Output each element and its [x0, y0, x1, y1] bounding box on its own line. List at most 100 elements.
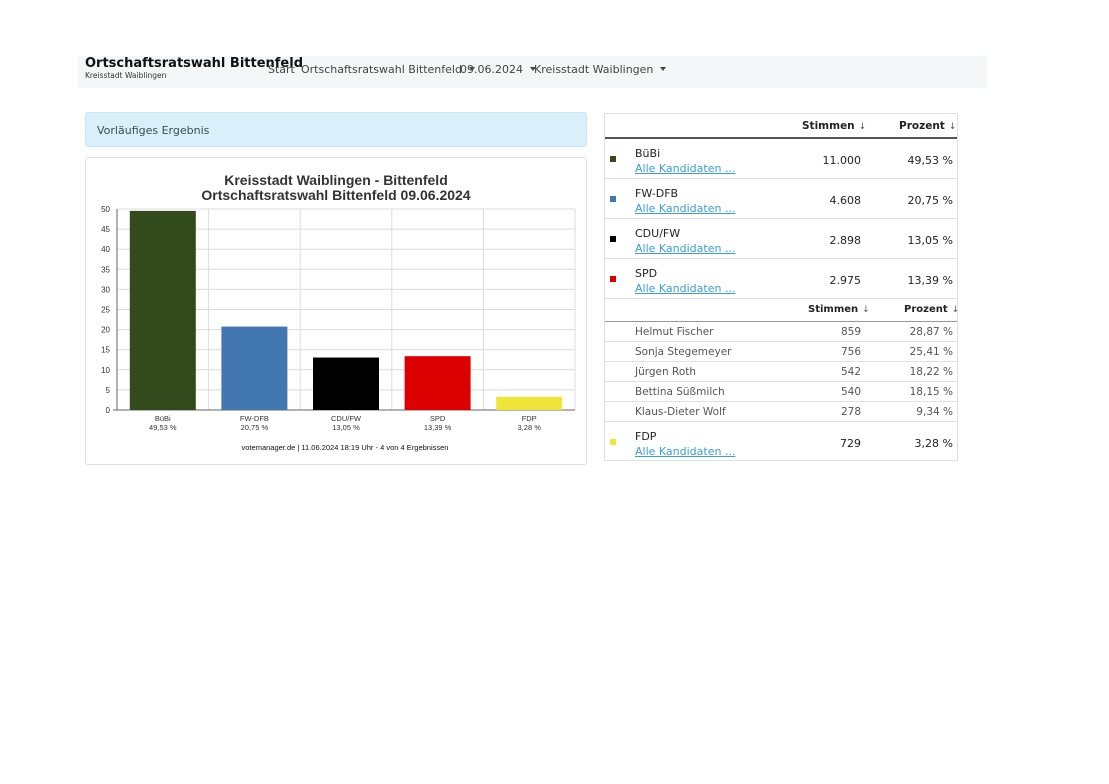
candidate-percent: 9,34 % — [916, 406, 953, 418]
sort-arrow-icon: ↓ — [862, 305, 870, 315]
chart-footer: votemanager.de | 11.06.2024 18:19 Uhr - … — [242, 443, 449, 452]
y-tick-label: 0 — [106, 406, 111, 415]
row-divider — [605, 361, 957, 362]
percent-header-label: Prozent — [899, 120, 945, 132]
party-votes: 2.975 — [829, 274, 862, 287]
candidate-votes-header[interactable]: Stimmen ↓ — [808, 304, 870, 315]
party-name: SPD — [635, 267, 658, 280]
x-tick-percent-label: 13,05 % — [332, 423, 360, 432]
all-candidates-link[interactable]: Alle Kandidaten ... — [635, 202, 736, 215]
chart-subtitle: Ortschaftsratswahl Bittenfeld 09.06.2024 — [201, 187, 470, 203]
nav-election-dropdown[interactable]: Ortschaftsratswahl Bittenfeld — [301, 63, 475, 76]
chart-title: Kreisstadt Waiblingen - Bittenfeld — [224, 172, 448, 188]
row-divider — [605, 258, 957, 259]
candidate-votes-header-label: Stimmen — [808, 304, 859, 315]
row-divider — [605, 218, 957, 219]
nav-date-dropdown[interactable]: 09.06.2024 — [460, 63, 536, 76]
party-percent: 49,53 % — [907, 154, 953, 167]
party-percent: 20,75 % — [907, 194, 953, 207]
caret-down-icon — [660, 67, 667, 71]
nav-start-label: Start — [268, 63, 295, 76]
candidate-votes: 540 — [840, 386, 861, 398]
candidate-header-divider — [605, 321, 957, 322]
nav-region-dropdown[interactable]: Kreisstadt Waiblingen — [534, 63, 667, 76]
party-color-swatch — [610, 156, 616, 162]
nav-region-label: Kreisstadt Waiblingen — [534, 63, 654, 76]
y-tick-label: 35 — [101, 265, 110, 274]
brand-subtitle: Kreisstadt Waiblingen — [85, 71, 167, 80]
all-candidates-link[interactable]: Alle Kandidaten ... — [635, 242, 736, 255]
party-percent: 13,39 % — [907, 274, 953, 287]
y-tick-label: 50 — [101, 205, 110, 214]
party-name: BüBi — [635, 147, 661, 160]
y-tick-label: 40 — [101, 245, 110, 254]
row-divider — [605, 381, 957, 382]
caret-down-icon — [468, 67, 475, 71]
candidate-votes: 756 — [840, 346, 861, 358]
party-name: FDP — [635, 430, 657, 443]
bar-chart: Kreisstadt Waiblingen - BittenfeldOrtsch… — [101, 172, 576, 452]
candidate-votes: 859 — [840, 326, 861, 338]
y-tick-label: 10 — [101, 366, 110, 375]
party-percent: 13,05 % — [907, 234, 953, 247]
x-tick-percent-label: 13,39 % — [424, 423, 452, 432]
candidate-percent-header-label: Prozent — [904, 304, 948, 315]
y-tick-label: 30 — [101, 285, 110, 294]
nav-date-label: 09.06.2024 — [460, 63, 523, 76]
sort-arrow-icon: ↓ — [951, 305, 960, 315]
party-color-swatch — [610, 276, 616, 282]
party-name: CDU/FW — [635, 227, 681, 240]
candidate-votes: 542 — [840, 366, 861, 378]
candidate-percent: 25,41 % — [909, 346, 953, 358]
x-tick-percent-label: 20,75 % — [241, 423, 269, 432]
alert-text: Vorläufiges Ergebnis — [97, 124, 210, 137]
header-divider — [605, 137, 957, 139]
nav-start-link[interactable]: Start — [268, 63, 295, 76]
party-color-swatch — [610, 236, 616, 242]
all-candidates-link[interactable]: Alle Kandidaten ... — [635, 282, 736, 295]
sort-arrow-icon: ↓ — [948, 122, 957, 132]
party-votes: 11.000 — [822, 154, 862, 167]
all-candidates-link[interactable]: Alle Kandidaten ... — [635, 445, 736, 458]
top-navbar: Ortschaftsratswahl Bittenfeld Kreisstadt… — [78, 56, 987, 88]
candidate-percent-header[interactable]: Prozent ↓ — [904, 304, 959, 315]
x-tick-label: FW-DFB — [240, 414, 269, 423]
party-percent: 3,28 % — [914, 437, 953, 450]
party-color-swatch — [610, 196, 616, 202]
x-tick-percent-label: 3,28 % — [518, 423, 542, 432]
x-tick-label: FDP — [522, 414, 537, 423]
brand-title[interactable]: Ortschaftsratswahl Bittenfeld — [85, 56, 304, 71]
party-votes: 4.608 — [829, 194, 862, 207]
percent-column-header[interactable]: Prozent ↓ — [899, 120, 956, 132]
preliminary-result-alert: Vorläufiges Ergebnis — [85, 112, 587, 147]
candidate-votes: 278 — [840, 406, 861, 418]
party-votes: 729 — [840, 437, 861, 450]
bar — [129, 210, 196, 410]
row-divider — [605, 341, 957, 342]
candidate-name: Bettina Süßmilch — [635, 386, 725, 398]
bar — [313, 357, 379, 410]
results-table: Stimmen ↓ Prozent ↓ BüBi Alle Kandidaten .… — [604, 113, 959, 461]
caret-down-icon — [529, 67, 536, 71]
sort-arrow-icon: ↓ — [858, 122, 867, 132]
bar — [221, 326, 288, 410]
all-candidates-link[interactable]: Alle Kandidaten ... — [635, 162, 736, 175]
party-name: FW-DFB — [635, 187, 679, 200]
y-tick-label: 5 — [106, 386, 111, 395]
candidate-name: Jürgen Roth — [635, 366, 697, 378]
row-divider — [605, 421, 957, 422]
x-tick-percent-label: 49,53 % — [149, 423, 177, 432]
chart-card: Kreisstadt Waiblingen - Bittenfeld Ortsch… — [85, 157, 587, 465]
candidate-percent: 18,22 % — [909, 366, 953, 378]
y-tick-label: 45 — [101, 225, 110, 234]
votes-column-header[interactable]: Stimmen ↓ — [802, 120, 866, 132]
y-tick-label: 15 — [101, 346, 110, 355]
bar — [496, 396, 563, 410]
votes-header-label: Stimmen — [802, 120, 855, 132]
party-votes: 2.898 — [829, 234, 862, 247]
y-tick-label: 20 — [101, 326, 110, 335]
nav-election-label: Ortschaftsratswahl Bittenfeld — [301, 63, 462, 76]
x-tick-label: SPD — [430, 414, 446, 423]
candidate-name: Klaus-Dieter Wolf — [635, 406, 726, 418]
x-tick-label: BüBi — [155, 414, 171, 423]
